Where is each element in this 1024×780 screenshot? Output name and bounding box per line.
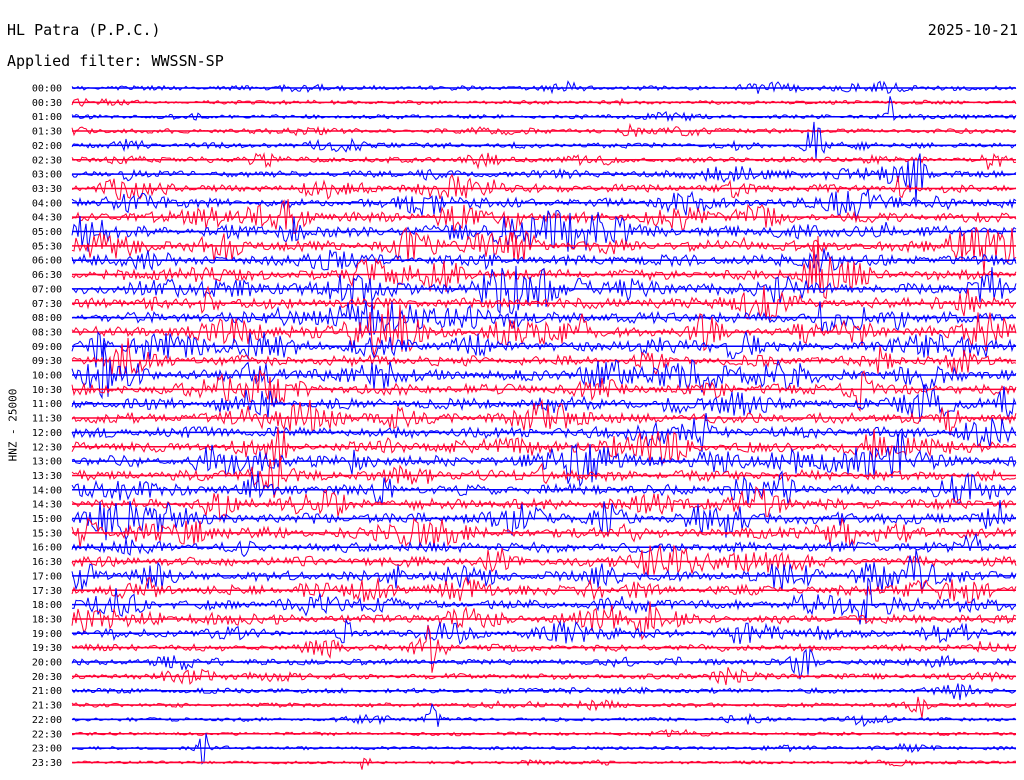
row-time-label: 09:30 (32, 356, 62, 367)
row-time-label: 06:30 (32, 270, 62, 281)
trace-row (71, 432, 1017, 488)
station-title: HL Patra (P.P.C.) (7, 21, 161, 39)
trace-row (71, 80, 1017, 95)
row-time-label: 01:30 (32, 127, 62, 138)
trace-row (71, 188, 1017, 221)
row-time-label: 23:30 (32, 758, 62, 769)
trace-row (71, 470, 1017, 506)
trace-row (71, 577, 1017, 625)
trace-row (71, 226, 1017, 274)
row-time-label: 14:00 (32, 485, 62, 496)
row-time-label: 08:00 (32, 313, 62, 324)
row-time-label: 06:00 (32, 256, 62, 267)
row-time-label: 21:00 (32, 686, 62, 697)
row-time-label: 01:00 (32, 112, 62, 123)
trace-row (71, 683, 1017, 701)
row-time-label: 13:00 (32, 457, 62, 468)
row-time-label: 20:00 (32, 658, 62, 669)
trace-row (71, 152, 1017, 170)
row-time-label: 21:30 (32, 701, 62, 712)
row-time-label: 23:00 (32, 744, 62, 755)
row-time-label: 17:30 (32, 586, 62, 597)
trace-row (71, 696, 1017, 719)
trace-row (71, 757, 1017, 770)
trace-row (71, 337, 1017, 377)
row-time-label: 00:30 (32, 98, 62, 109)
row-time-label: 07:00 (32, 284, 62, 295)
row-time-label: 11:30 (32, 414, 62, 425)
row-time-label: 15:00 (32, 514, 62, 525)
row-time-label: 22:00 (32, 715, 62, 726)
row-time-label: 19:30 (32, 643, 62, 654)
row-time-label: 09:00 (32, 342, 62, 353)
row-time-label: 05:30 (32, 241, 62, 252)
row-time-label: 15:30 (32, 528, 62, 539)
date-label: 2025-10-21 (927, 21, 1018, 39)
row-time-label: 11:00 (32, 399, 62, 410)
row-time-label: 12:30 (32, 442, 62, 453)
row-time-label: 03:00 (32, 170, 62, 181)
trace-row (71, 384, 1017, 422)
row-time-label: 13:30 (32, 471, 62, 482)
trace-row (71, 549, 1017, 593)
row-time-label: 07:30 (32, 299, 62, 310)
filter-line: Applied filter: WWSSN-SP (7, 52, 224, 70)
trace-row (71, 342, 1017, 400)
row-time-label: 10:00 (32, 371, 62, 382)
row-time-label: 22:30 (32, 729, 62, 740)
trace-row (71, 532, 1017, 558)
row-time-label: 02:30 (32, 155, 62, 166)
row-time-label: 05:00 (32, 227, 62, 238)
row-time-label: 19:00 (32, 629, 62, 640)
row-time-label: 16:30 (32, 557, 62, 568)
trace-row (71, 398, 1017, 436)
row-time-label: 17:00 (32, 571, 62, 582)
row-time-label: 20:30 (32, 672, 62, 683)
filter-value: WWSSN-SP (151, 52, 224, 70)
row-time-label: 12:00 (32, 428, 62, 439)
row-time-label: 02:00 (32, 141, 62, 152)
row-time-label: 18:30 (32, 614, 62, 625)
row-time-label: 16:00 (32, 543, 62, 554)
trace-row (71, 369, 1017, 412)
trace-row (71, 121, 1017, 160)
row-time-label: 04:00 (32, 198, 62, 209)
trace-row (71, 209, 1017, 252)
filter-label: Applied filter: (7, 52, 143, 70)
row-time-label: 04:30 (32, 213, 62, 224)
trace-row (71, 304, 1017, 356)
trace-row (71, 500, 1017, 541)
row-time-label: 18:00 (32, 600, 62, 611)
trace-row (71, 300, 1017, 336)
trace-row (71, 454, 1017, 498)
trace-row (71, 173, 1017, 200)
row-time-label: 03:30 (32, 184, 62, 195)
trace-row (71, 702, 1017, 728)
trace-row (71, 486, 1017, 523)
row-time-label: 08:30 (32, 327, 62, 338)
row-time-label: 00:00 (32, 84, 62, 95)
trace-row (71, 544, 1017, 578)
row-time-label: 14:30 (32, 500, 62, 511)
row-time-label: 10:30 (32, 385, 62, 396)
